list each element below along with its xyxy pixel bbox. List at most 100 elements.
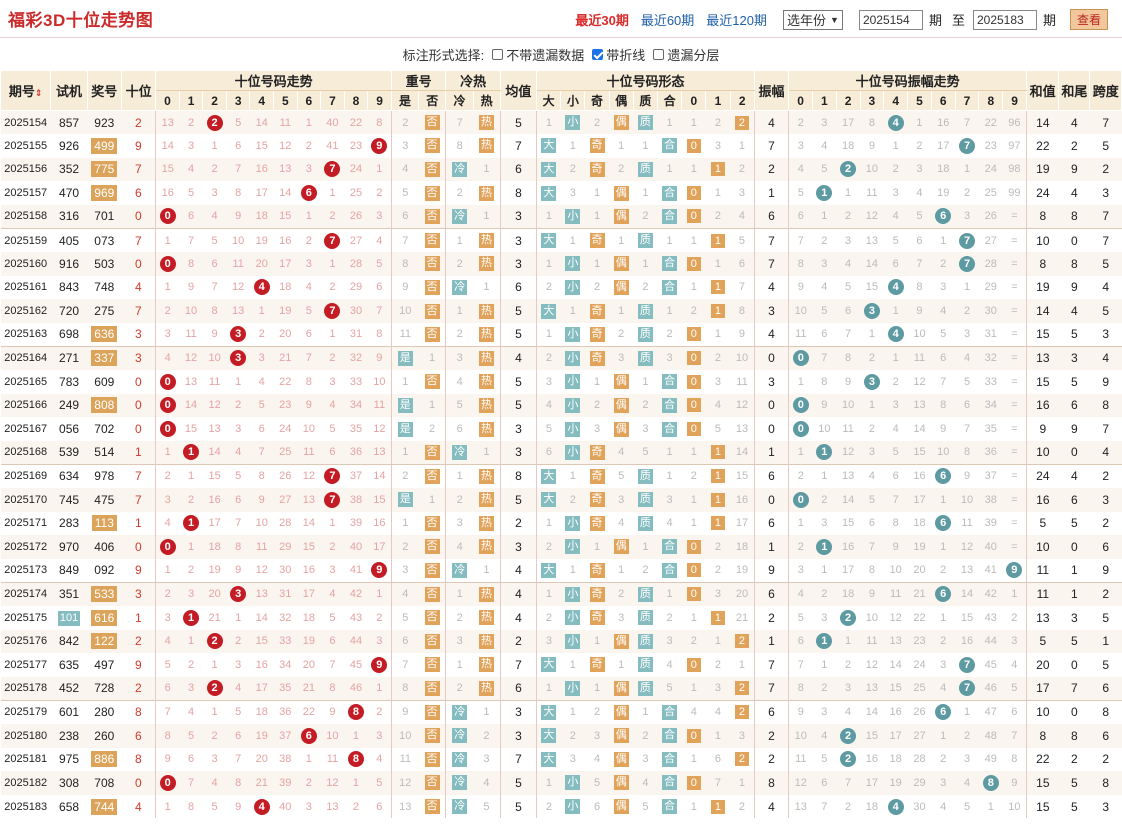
shape-cell: 2 (705, 535, 731, 559)
amp-cell: 1 (753, 535, 789, 559)
amp-trend-cell: 27 (907, 723, 932, 748)
shape-cell: 偶 (609, 393, 634, 418)
trend-cell: 21 (249, 771, 274, 795)
amp-trend-cell: 6 (931, 463, 956, 488)
hotcold-cell: 热 (473, 110, 501, 135)
shape-cell: 合 (657, 252, 682, 276)
link-recent-120[interactable]: 最近120期 (706, 13, 767, 28)
shape-cell: 奇 (585, 512, 609, 536)
header-period[interactable]: 期号⇕ (0, 70, 52, 111)
shape-cell: 4 (705, 699, 731, 724)
shape-cell: 大 (536, 699, 561, 724)
trend-cell: 2 (258, 328, 265, 341)
trend-cell: 1 (211, 658, 218, 671)
trend-cell: 32 (344, 345, 368, 371)
amp-trend-cell: 1 (788, 511, 813, 536)
shape-cell: 大 (536, 157, 561, 182)
amp-ball: 7 (959, 232, 976, 249)
link-recent-60[interactable]: 最近60期 (640, 13, 695, 28)
shape-tag: 大 (541, 704, 557, 720)
amp-trend-cell: 4 (836, 699, 860, 724)
checkbox[interactable] (492, 48, 504, 60)
shape-cell: 偶 (609, 771, 634, 795)
amp-trend-cell: 16 (907, 463, 932, 488)
trend-cell: 13 (326, 800, 339, 813)
trial-cell: 056 (59, 422, 80, 437)
query-button[interactable]: 查看 (1069, 9, 1108, 30)
from-period-input[interactable]: 2025154 (858, 9, 923, 30)
trend-cell: 19 (249, 227, 274, 253)
amp-ball: 2 (840, 751, 857, 768)
amp-trend-cell: 2 (883, 157, 908, 182)
shape-cell: 2 (584, 110, 610, 135)
repeat-no-tag: 否 (424, 444, 440, 460)
repeat-no-tag: 否 (424, 633, 440, 649)
repeat-cell: 2 (428, 423, 436, 436)
shape-cell: 11 (736, 375, 748, 388)
option-no-missing[interactable]: 不带遗漏数据 (492, 45, 584, 64)
shape-cell: 2 (681, 299, 706, 323)
year-select[interactable]: 选年份 ▼ (783, 9, 843, 30)
checkbox[interactable] (653, 48, 665, 60)
repeat-no-tag: 否 (424, 539, 440, 555)
trend-cell: 23 (349, 139, 363, 152)
header-trend: 十位号码走势 (155, 70, 392, 91)
prize-cell: 533 (87, 581, 122, 606)
trend-cell: 10 (226, 227, 250, 253)
checkbox-checked[interactable] (592, 48, 604, 60)
shape-cell: 6 (714, 753, 722, 766)
trend-cell: 9 (155, 747, 180, 772)
amp-trend-cell: 2 (940, 753, 947, 766)
amp-trend-cell: 6 (868, 517, 875, 530)
table-row: 2025179 601 280 8 7 4 1 5 18 36 22 9 8 2 9 否冷 1 3 大 1 2 偶 1 合 4 4… (0, 699, 1122, 724)
repeat-no-tag: 否 (424, 115, 440, 131)
trend-cell: 13 (208, 423, 221, 436)
amp-trend-cell: 39 (984, 517, 997, 530)
amp-trend-cell: 2 (788, 463, 813, 488)
header-prize: 奖号 (86, 70, 122, 111)
shape-tag: 偶 (613, 704, 629, 720)
trial-cell: 470 (59, 186, 80, 201)
to-period-input[interactable]: 2025183 (972, 9, 1037, 30)
trend-cell: 10 (320, 723, 345, 748)
amp-trend-cell: 98 (1002, 157, 1027, 182)
repeat-no-tag: 否 (424, 728, 440, 744)
trend-ball: 3 (230, 326, 247, 343)
trend-cell: 11 (185, 328, 197, 341)
amp-trend-cell: 1 (812, 204, 837, 229)
repeat-cell: 11 (390, 322, 419, 347)
repeat-cell: 是 (390, 393, 419, 418)
amp-trend-cell: 17 (860, 771, 884, 795)
shape-cell: 小 (560, 581, 585, 606)
amp-cell: 6 (753, 463, 789, 488)
amp-trend-cell: = (1002, 227, 1027, 253)
amp-trend-cell: 1 (812, 629, 837, 654)
shape-cell: 8 (730, 299, 755, 323)
trend-cell: 3 (297, 252, 321, 276)
trend-ball: 9 (371, 137, 388, 154)
amp-trend-cell: 4 (836, 252, 860, 276)
amp-trend-cell: 1 (883, 345, 908, 371)
trend-cell: 12 (179, 345, 203, 371)
sum-cell: 10 (1025, 440, 1059, 465)
period-cell: 2025178 (0, 676, 51, 701)
amp-trend-cell: 3 (860, 440, 884, 465)
option-layered[interactable]: 遗漏分层 (653, 45, 719, 64)
amp-trend-cell: 2 (812, 676, 837, 701)
table-row: 2025178 452 728 2 6 3 2 4 17 35 21 8 46 1 8 否 2 热 6 1 小 1 偶质 5 1… (0, 676, 1122, 701)
trend-cell: 45 (349, 658, 363, 671)
amp-trend-cell: 12 (788, 771, 813, 795)
trial-cell: 283 (59, 516, 80, 531)
amp-trend-cell: 11 (961, 517, 973, 530)
repeat-no-tag: 否 (424, 326, 440, 342)
option-with-line[interactable]: 带折线 (592, 45, 645, 64)
link-recent-30[interactable]: 最近30期 (575, 13, 629, 28)
trial-cell: 658 (59, 799, 80, 814)
repeat-cell: 否 (418, 676, 446, 701)
trend-cell: 17 (297, 581, 321, 606)
shape-cell: 1 (690, 753, 697, 766)
trend-cell: 1 (367, 676, 392, 701)
sort-icon[interactable]: ⇕ (34, 88, 43, 98)
amp-trend-cell: 37 (978, 463, 1003, 488)
avg-cell: 7 (499, 134, 537, 158)
